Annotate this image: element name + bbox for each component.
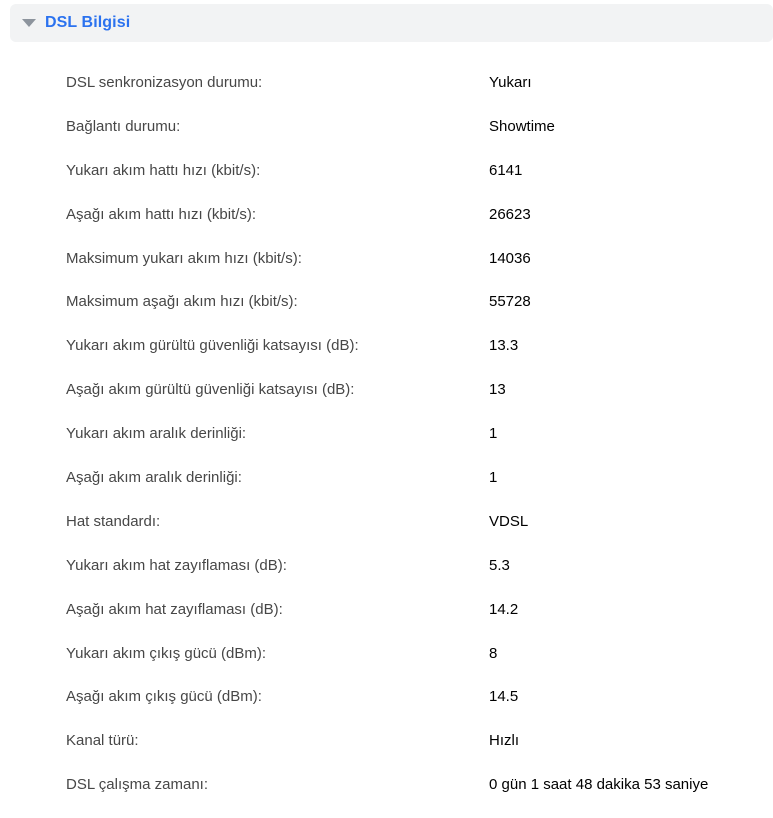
info-row: Aşağı akım hattı hızı (kbit/s): 26623 [0,204,773,248]
info-row: Maksimum yukarı akım hızı (kbit/s): 1403… [0,248,773,292]
dsl-info-list: DSL senkronizasyon durumu: Yukarı Bağlan… [0,72,773,818]
info-row-label: Aşağı akım hattı hızı (kbit/s): [66,205,257,223]
info-row-value: 13.3 [489,337,519,355]
info-row-label: Aşağı akım çıkış gücü (dBm): [66,688,262,706]
section-title: DSL Bilgisi [45,14,131,31]
info-row-label: Yukarı akım çıkış gücü (dBm): [66,644,267,662]
info-row-label: DSL çalışma zamanı: [66,776,208,794]
info-row-value: 13 [489,381,506,399]
info-row-label: Hat standardı: [66,512,161,530]
info-row: Kanal türü: Hızlı [0,730,773,774]
info-row-label: Kanal türü: [66,732,139,750]
info-row-label: DSL senkronizasyon durumu: [66,74,263,91]
collapse-triangle-icon[interactable] [22,19,36,27]
info-row: DSL çalışma zamanı: 0 gün 1 saat 48 daki… [0,774,773,818]
info-row: Maksimum aşağı akım hızı (kbit/s): 55728 [0,291,773,335]
info-row: Aşağı akım gürültü güvenliği katsayısı (… [0,379,773,423]
info-row-value: 1 [489,425,498,443]
info-row-label: Aşağı akım hat zayıflaması (dB): [66,600,283,618]
info-row: Aşağı akım hat zayıflaması (dB): 14.2 [0,599,773,643]
info-row: Aşağı akım aralık derinliği: 1 [0,467,773,511]
info-row-label: Yukarı akım aralık derinliği: [66,425,247,443]
info-row-value: 26623 [489,205,531,223]
info-row: Yukarı akım aralık derinliği: 1 [0,423,773,467]
info-row-value: 0 gün 1 saat 48 dakika 53 saniye [489,776,709,794]
dsl-info-section-header[interactable]: DSL Bilgisi [10,4,773,42]
info-row-value: Yukarı [489,74,532,91]
info-row-label: Aşağı akım aralık derinliği: [66,469,242,487]
info-row-value: 55728 [489,293,531,311]
info-row-value: 1 [489,469,498,487]
info-row: Bağlantı durumu: Showtime [0,116,773,160]
info-row-value: VDSL [489,512,529,530]
info-row: Yukarı akım gürültü güvenliği katsayısı … [0,335,773,379]
info-row-value: 5.3 [489,556,510,574]
info-row: Yukarı akım çıkış gücü (dBm): 8 [0,643,773,687]
info-row-label: Yukarı akım hat zayıflaması (dB): [66,556,287,574]
info-row-value: 14.2 [489,600,519,618]
info-row: Yukarı akım hattı hızı (kbit/s): 6141 [0,160,773,204]
info-row-label: Maksimum yukarı akım hızı (kbit/s): [66,249,302,267]
info-row-label: Yukarı akım gürültü güvenliği katsayısı … [66,337,359,355]
info-row: Hat standardı: VDSL [0,511,773,555]
info-row: Yukarı akım hat zayıflaması (dB): 5.3 [0,555,773,599]
info-row-label: Yukarı akım hattı hızı (kbit/s): [66,161,261,179]
info-row-value: 14036 [489,249,531,267]
info-row-label: Aşağı akım gürültü güvenliği katsayısı (… [66,381,355,399]
info-row-value: Hızlı [489,732,519,750]
info-row-value: 6141 [489,161,523,179]
info-row-label: Bağlantı durumu: [66,117,181,135]
info-row-value: Showtime [489,117,555,135]
info-row: Aşağı akım çıkış gücü (dBm): 14.5 [0,686,773,730]
info-row-label: Maksimum aşağı akım hızı (kbit/s): [66,293,298,311]
info-row-value: 8 [489,644,498,662]
info-row: DSL senkronizasyon durumu: Yukarı [0,72,773,116]
info-row-value: 14.5 [489,688,519,706]
